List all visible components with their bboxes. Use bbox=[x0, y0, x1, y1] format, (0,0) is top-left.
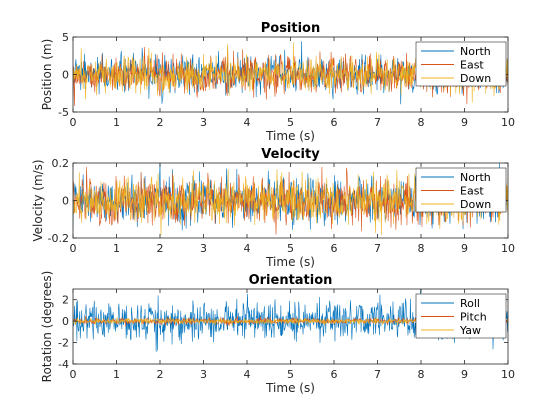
x-tick-label: 2 bbox=[157, 116, 164, 129]
legend-label-roll: Roll bbox=[460, 297, 480, 310]
y-tick-label: 0 bbox=[62, 195, 69, 208]
x-tick-label: 5 bbox=[287, 242, 294, 255]
legend-label-east: East bbox=[460, 59, 484, 72]
x-tick-label: 10 bbox=[501, 242, 515, 255]
y-tick-label: 0.2 bbox=[52, 157, 70, 170]
x-tick-label: 10 bbox=[501, 368, 515, 381]
y-tick-label: 0 bbox=[62, 69, 69, 82]
y-tick-label: 2 bbox=[62, 294, 69, 307]
x-tick-label: 7 bbox=[374, 242, 381, 255]
legend-box bbox=[415, 41, 507, 87]
x-tick-label: 7 bbox=[374, 368, 381, 381]
y-tick-label: 5 bbox=[62, 31, 69, 44]
x-tick-label: 5 bbox=[287, 368, 294, 381]
x-tick-label: 0 bbox=[70, 116, 77, 129]
legend-label-north: North bbox=[460, 45, 491, 58]
x-tick-label: 3 bbox=[200, 242, 207, 255]
chart-title: Orientation bbox=[249, 273, 333, 288]
x-tick-label: 6 bbox=[331, 242, 338, 255]
chart-title: Position bbox=[261, 21, 321, 36]
legend-label-north: North bbox=[460, 171, 491, 184]
x-tick-label: 1 bbox=[113, 368, 120, 381]
x-tick-label: 9 bbox=[461, 368, 468, 381]
x-tick-label: 4 bbox=[244, 116, 251, 129]
chart-title: Velocity bbox=[261, 147, 320, 162]
y-tick-label: -0.2 bbox=[48, 232, 69, 245]
y-tick-label: -5 bbox=[58, 106, 69, 119]
x-tick-label: 4 bbox=[244, 242, 251, 255]
y-tick-label: 0 bbox=[62, 315, 69, 328]
x-tick-label: 0 bbox=[70, 242, 77, 255]
x-tick-label: 5 bbox=[287, 116, 294, 129]
legend-label-down: Down bbox=[460, 198, 491, 211]
legend-label-east: East bbox=[460, 185, 484, 198]
x-tick-label: 8 bbox=[418, 242, 425, 255]
x-tick-label: 3 bbox=[200, 368, 207, 381]
x-tick-label: 2 bbox=[157, 242, 164, 255]
x-tick-label: 8 bbox=[418, 368, 425, 381]
y-tick-label: -4 bbox=[58, 358, 69, 371]
x-tick-label: 1 bbox=[113, 116, 120, 129]
x-tick-label: 7 bbox=[374, 116, 381, 129]
x-tick-label: 1 bbox=[113, 242, 120, 255]
x-axis-label: Time (s) bbox=[265, 255, 315, 269]
x-tick-label: 6 bbox=[331, 116, 338, 129]
y-axis-label: Position (m) bbox=[40, 39, 54, 111]
x-tick-label: 9 bbox=[461, 242, 468, 255]
x-tick-label: 0 bbox=[70, 368, 77, 381]
y-tick-label: -2 bbox=[58, 337, 69, 350]
y-axis-label: Velocity (m/s) bbox=[31, 159, 45, 241]
x-tick-label: 2 bbox=[157, 368, 164, 381]
x-tick-label: 8 bbox=[418, 116, 425, 129]
x-axis-label: Time (s) bbox=[265, 129, 315, 143]
chart-2: 0 1 2 3 4 5 6 7 8 9 10 -4 -2 0 2 Orientation Time (s) Rot… bbox=[40, 271, 515, 395]
legend-label-down: Down bbox=[460, 72, 491, 85]
legend-label-yaw: Yaw bbox=[459, 324, 481, 337]
x-tick-label: 3 bbox=[200, 116, 207, 129]
y-axis-label: Rotation (degrees) bbox=[40, 271, 54, 383]
legend-label-pitch: Pitch bbox=[460, 311, 487, 324]
x-axis-label: Time (s) bbox=[265, 381, 315, 395]
x-tick-label: 10 bbox=[501, 116, 515, 129]
x-tick-label: 9 bbox=[461, 116, 468, 129]
x-tick-label: 6 bbox=[331, 368, 338, 381]
x-tick-label: 4 bbox=[244, 368, 251, 381]
